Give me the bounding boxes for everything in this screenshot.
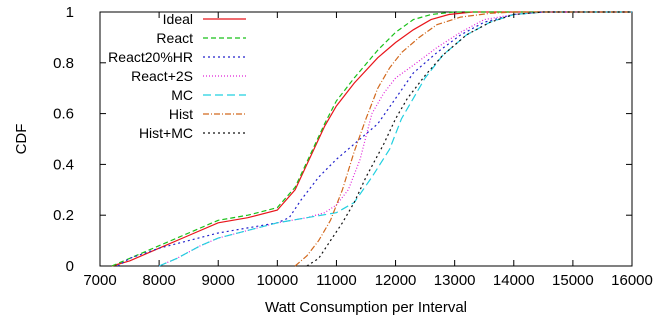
x-tick-label: 16000 [611,272,653,289]
legend-label: Hist [169,106,193,122]
legend-label: Ideal [163,11,193,27]
legend: Ideal React React20%HR React+2S MC Hist Hist+M… [108,11,246,141]
axis-tick-labels: 7000 8000 9000 10000 11000 12000 13000 14000 150… [53,4,653,289]
x-tick-label: 7000 [83,272,116,289]
series-line-5 [158,11,632,267]
legend-label: React+2S [131,68,193,84]
y-axis-label: CDF [13,124,30,155]
axis-ticks [99,11,633,267]
series-line-3 [117,11,632,267]
y-tick-label: 0.2 [53,207,74,224]
y-tick-label: 1 [66,4,74,21]
x-tick-label: 14000 [493,272,535,289]
series-line-1 [111,11,632,267]
x-tick-label: 9000 [202,272,235,289]
legend-label: MC [171,87,193,103]
series-line-7 [306,11,632,267]
x-tick-label: 15000 [552,272,594,289]
plot-frame [99,11,633,267]
y-tick-label: 0.8 [53,55,74,72]
legend-label: Hist+MC [139,125,193,141]
series-line-2 [111,11,632,267]
series-line-6 [294,11,632,267]
x-tick-label: 8000 [142,272,175,289]
y-tick-label: 0.4 [53,156,74,173]
legend-label: React20%HR [108,49,193,65]
series-lines [111,11,632,267]
series-line-4 [158,11,632,267]
x-tick-label: 13000 [434,272,476,289]
x-tick-label: 12000 [375,272,417,289]
x-axis-label: Watt Consumption per Interval [265,299,467,316]
legend-label: React [156,30,193,46]
x-tick-label: 11000 [316,272,357,289]
y-tick-label: 0.6 [53,106,74,123]
x-tick-label: 10000 [256,272,298,289]
y-tick-label: 0 [66,258,74,275]
